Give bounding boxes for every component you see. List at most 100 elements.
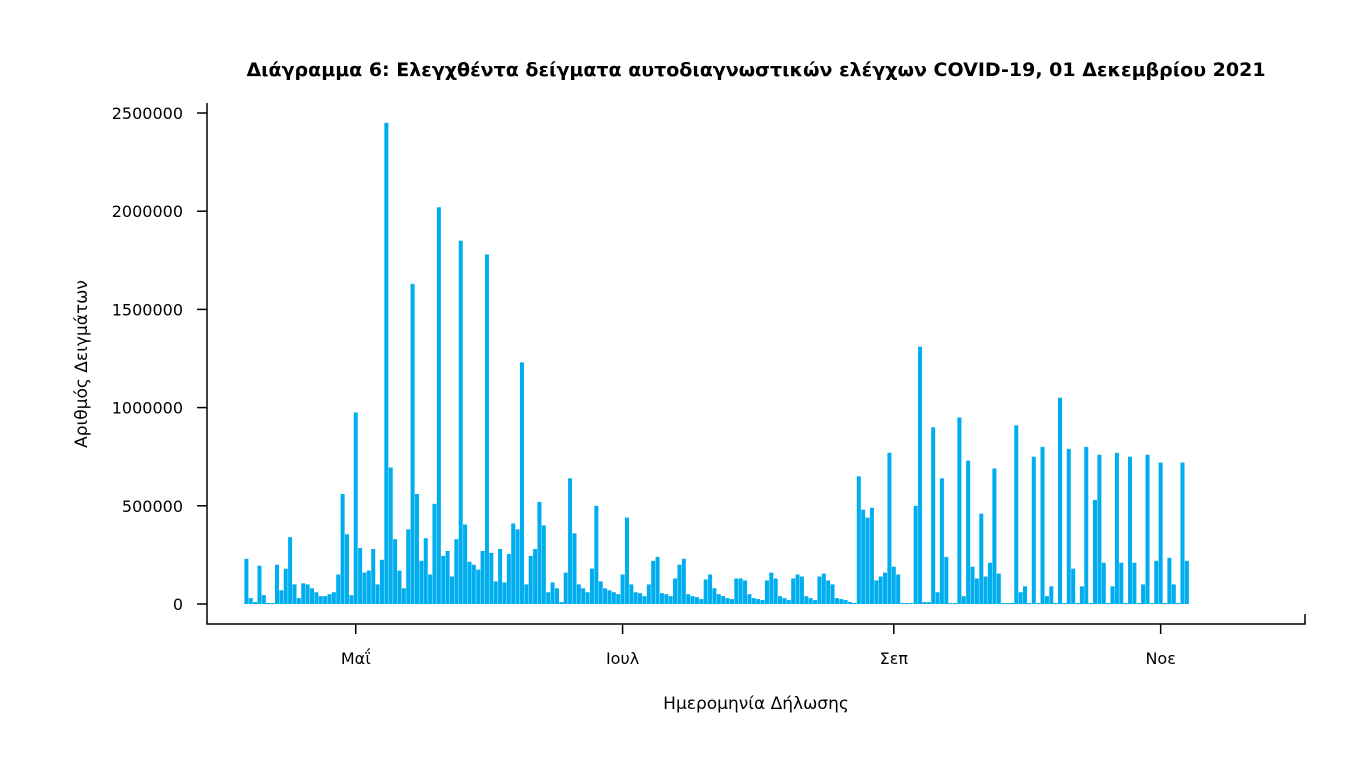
bar [1119, 562, 1124, 604]
bar [454, 539, 459, 604]
chart-title: Διάγραμμα 6: Ελεγχθέντα δείγματα αυτοδια… [246, 59, 1265, 81]
bar [681, 558, 686, 604]
bar [743, 580, 748, 604]
bar [366, 570, 371, 604]
bar [804, 596, 809, 604]
bar [1071, 568, 1076, 604]
bar [1005, 603, 1010, 604]
bar [511, 523, 516, 604]
bar [856, 476, 861, 604]
bar [966, 460, 971, 604]
bar [1158, 462, 1163, 604]
bar [546, 592, 551, 604]
bar [515, 529, 520, 604]
bar [428, 574, 433, 604]
bar [979, 513, 984, 604]
bar [1101, 562, 1106, 604]
bar [406, 529, 411, 604]
bar [449, 576, 454, 604]
bar [865, 517, 870, 604]
bar [318, 596, 323, 604]
bar [541, 525, 546, 604]
y-tick-label: 500000 [122, 497, 183, 516]
bar [948, 603, 953, 604]
bar [1044, 596, 1049, 604]
bar [830, 584, 835, 604]
bar [480, 550, 485, 604]
bar [1184, 560, 1189, 604]
bar [559, 602, 564, 604]
bar [379, 559, 384, 604]
bar [891, 566, 896, 604]
bar [1009, 603, 1014, 604]
bar [782, 598, 787, 604]
bar [813, 600, 818, 604]
bar [1066, 448, 1071, 604]
y-tick-label: 2000000 [112, 202, 183, 221]
bar [725, 598, 730, 604]
bar [524, 584, 529, 604]
bar [261, 595, 266, 604]
bar [970, 566, 975, 604]
bar [808, 598, 813, 604]
bar [344, 534, 349, 604]
bar [939, 478, 944, 604]
bar [397, 570, 402, 604]
bar [572, 533, 577, 604]
bar [1088, 603, 1093, 604]
y-tick-label: 1500000 [112, 300, 183, 319]
bar [909, 603, 914, 604]
bar [953, 603, 958, 604]
plot-frame-axes [206, 103, 1306, 625]
bar [1145, 454, 1150, 604]
bar [616, 594, 621, 604]
bar [401, 588, 406, 604]
bar [471, 564, 476, 604]
bar [292, 584, 297, 604]
bar [624, 517, 629, 604]
y-axis-label: Αριθμός Δειγμάτων [72, 280, 92, 448]
bar [716, 594, 721, 604]
bar [476, 569, 481, 604]
bar [769, 572, 774, 604]
bar [926, 602, 931, 604]
bar [988, 562, 993, 604]
bar [1171, 584, 1176, 604]
bar [633, 592, 638, 604]
bar [489, 552, 494, 604]
bar [1049, 586, 1054, 604]
bar [712, 588, 717, 604]
bar [585, 592, 590, 604]
bar [703, 579, 708, 604]
bar [826, 580, 831, 604]
bar [869, 507, 874, 604]
bar [519, 362, 524, 604]
bar [773, 578, 778, 604]
bar [729, 599, 734, 604]
bar [668, 596, 673, 604]
bar [799, 576, 804, 604]
bar [878, 576, 883, 604]
bar [699, 599, 704, 604]
y-tick-label: 1000000 [112, 399, 183, 418]
bar [274, 564, 279, 604]
bar [309, 588, 314, 604]
bar [283, 568, 288, 604]
bar [983, 576, 988, 604]
bar [1141, 584, 1146, 604]
bar [349, 595, 354, 604]
bar [646, 584, 651, 604]
bar [861, 509, 866, 604]
bar [839, 599, 844, 604]
bar [498, 549, 503, 604]
bar [935, 592, 940, 604]
bar [738, 578, 743, 604]
bar [327, 594, 332, 604]
x-tick-label: Ιουλ [606, 649, 639, 668]
bar [686, 594, 691, 604]
bar [913, 505, 918, 604]
bar [638, 593, 643, 604]
bar [414, 494, 419, 604]
bar [795, 574, 800, 604]
bar [253, 602, 258, 604]
